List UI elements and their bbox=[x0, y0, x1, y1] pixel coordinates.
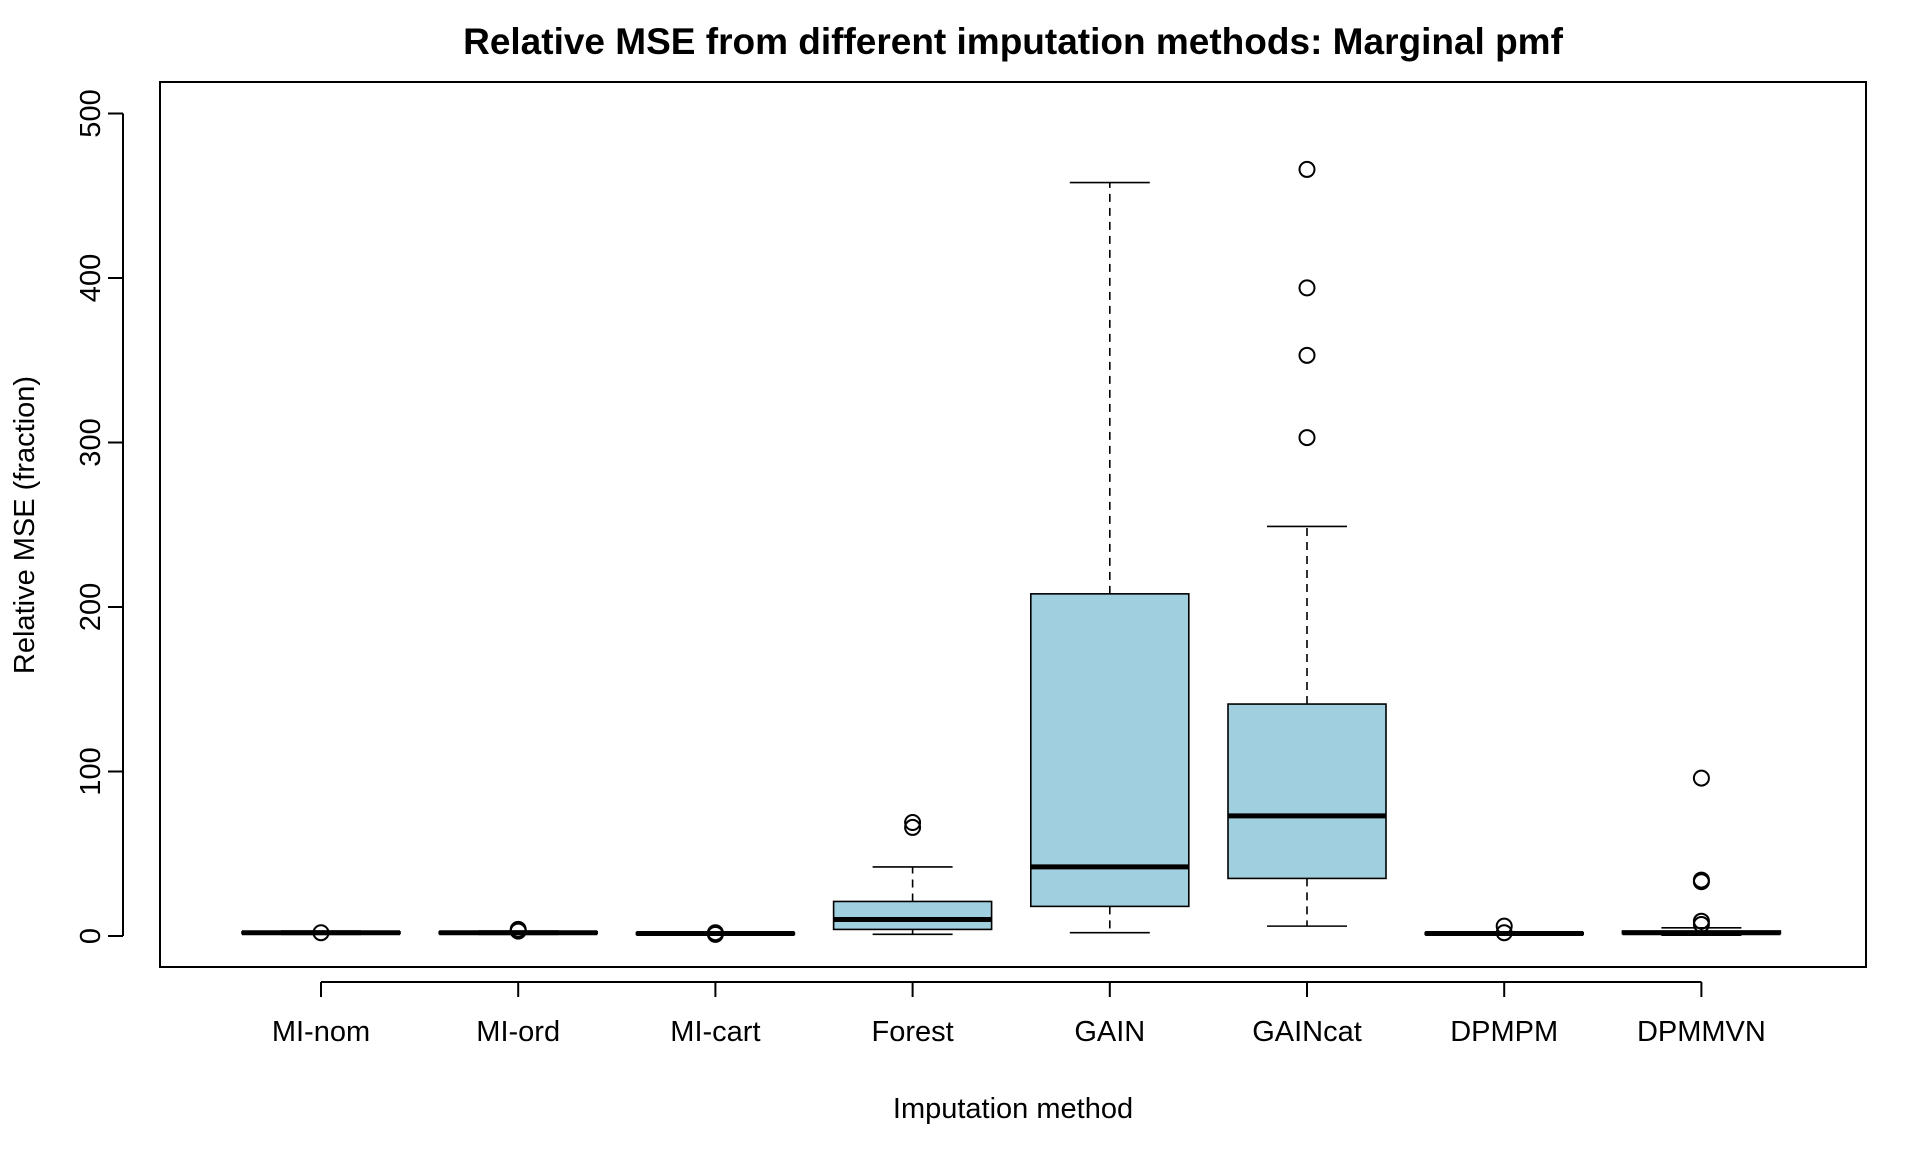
y-axis: 0 100 200 300 400 500 bbox=[75, 89, 124, 944]
outlier-point bbox=[1298, 279, 1316, 297]
y-tick-label: 200 bbox=[75, 583, 107, 631]
box-group bbox=[241, 160, 1782, 943]
x-tick-label: MI-nom bbox=[272, 1016, 370, 1048]
x-axis-label: Imputation method bbox=[893, 1093, 1133, 1125]
outlier-point bbox=[904, 813, 922, 831]
x-tick-label: MI-cart bbox=[670, 1016, 760, 1048]
y-tick-label: 500 bbox=[75, 89, 107, 137]
outlier-point bbox=[509, 920, 527, 938]
x-tick-label: Forest bbox=[872, 1016, 954, 1048]
y-tick-label: 0 bbox=[75, 928, 107, 944]
iqr-box bbox=[1227, 703, 1387, 880]
plot-frame bbox=[159, 81, 1867, 968]
y-tick-label: 300 bbox=[75, 418, 107, 466]
outlier-point bbox=[1298, 160, 1316, 178]
box-gaincat bbox=[1227, 160, 1387, 927]
chart-title: Relative MSE from different imputation m… bbox=[463, 21, 1563, 62]
x-tick-label: GAINcat bbox=[1252, 1016, 1362, 1048]
outlier-point bbox=[1692, 769, 1710, 787]
box-forest bbox=[832, 813, 993, 936]
y-tick-label: 400 bbox=[75, 254, 107, 302]
box-mi-cart bbox=[635, 924, 796, 943]
box-dpmpm bbox=[1424, 917, 1584, 942]
outlier-point bbox=[706, 924, 724, 942]
outlier-point bbox=[1692, 871, 1710, 889]
outlier-point bbox=[312, 924, 330, 942]
iqr-box bbox=[1030, 593, 1190, 908]
outlier-point bbox=[904, 818, 922, 836]
outlier-point bbox=[1298, 346, 1316, 364]
box-mi-ord bbox=[438, 920, 599, 940]
y-tick-label: 100 bbox=[75, 747, 107, 795]
x-tick-label: MI-ord bbox=[476, 1016, 560, 1048]
box-dpmmvn bbox=[1621, 769, 1782, 936]
x-axis: MI-nom MI-ord MI-cart Forest GAIN GAINcat DPMP… bbox=[272, 981, 1766, 1048]
outlier-point bbox=[1495, 924, 1513, 942]
x-tick-label: DPMMVN bbox=[1637, 1016, 1766, 1048]
iqr-box bbox=[832, 900, 993, 931]
x-tick-label: DPMPM bbox=[1450, 1016, 1558, 1048]
box-mi-nom bbox=[241, 924, 401, 942]
outlier-point bbox=[1495, 917, 1513, 935]
outlier-point bbox=[1692, 912, 1710, 930]
outlier-point bbox=[1298, 429, 1316, 447]
x-tick-label: GAIN bbox=[1074, 1016, 1145, 1048]
y-axis-label: Relative MSE (fraction) bbox=[9, 376, 41, 674]
box-gain bbox=[1030, 181, 1190, 934]
